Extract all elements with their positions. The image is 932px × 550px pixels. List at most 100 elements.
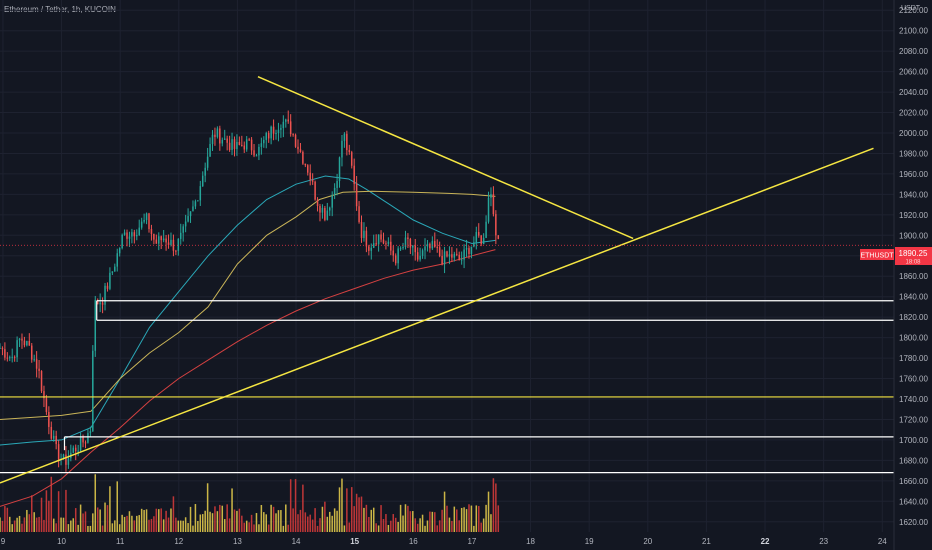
candle-body <box>456 253 458 255</box>
volume-bar <box>9 516 11 532</box>
volume-bar <box>253 524 255 532</box>
volume-bar <box>468 504 470 532</box>
volume-bar <box>57 491 60 532</box>
ema-mid-line <box>0 190 496 420</box>
candle-body <box>192 206 194 212</box>
candle-body <box>272 126 275 134</box>
volume-bar <box>372 507 375 532</box>
volume-bar <box>114 520 116 532</box>
candle-body <box>165 238 167 243</box>
volume-bar <box>79 504 82 532</box>
candle-body <box>480 235 482 245</box>
volume-bar <box>40 497 43 532</box>
candle-body <box>26 340 28 346</box>
candle-body <box>426 243 429 247</box>
candle-body <box>43 391 45 399</box>
volume-bar <box>328 511 331 532</box>
candle-body <box>277 129 280 133</box>
candle-body <box>416 252 419 260</box>
candle-body <box>62 454 65 459</box>
descending-trendline[interactable] <box>257 76 634 240</box>
candle-body <box>50 426 53 439</box>
candle-body <box>372 243 375 248</box>
candle-body <box>121 234 123 249</box>
candle-body <box>468 248 470 255</box>
candle-body <box>219 128 221 144</box>
candle-body <box>341 140 343 158</box>
candle-body <box>431 241 434 249</box>
volume-bar <box>123 516 126 532</box>
volume-bar <box>375 523 377 532</box>
ascending-trendline[interactable] <box>0 147 874 484</box>
candle-body <box>248 139 250 141</box>
candle-body <box>162 238 165 241</box>
volume-bar <box>304 512 307 532</box>
volume-bar <box>165 510 167 532</box>
y-tick-label: 1740.00 <box>899 395 928 404</box>
candle-body <box>490 193 492 198</box>
volume-bar <box>70 520 72 532</box>
volume-bar <box>258 524 260 532</box>
volume-bar <box>241 515 243 532</box>
candle-body <box>77 450 79 452</box>
candle-body <box>33 359 35 361</box>
volume-bar <box>477 506 480 532</box>
volume-bar <box>424 525 426 532</box>
volume-bar <box>145 509 148 532</box>
y-tick-label: 1800.00 <box>899 334 928 343</box>
volume-bar <box>382 519 385 532</box>
volume-bar <box>194 504 197 532</box>
candle-body <box>326 210 329 220</box>
grid <box>0 0 894 532</box>
volume-bar <box>270 504 272 532</box>
candle-body <box>497 235 500 239</box>
volume-bar <box>16 517 18 532</box>
candle-body <box>211 134 214 144</box>
candle-body <box>380 234 382 240</box>
candle-body <box>299 149 302 152</box>
volume-bar <box>331 515 333 532</box>
volume-bar <box>26 509 28 532</box>
candle-body <box>206 156 209 168</box>
y-tick-label: 1960.00 <box>899 170 928 179</box>
candle-body <box>133 232 136 237</box>
time-axis[interactable]: 9 10 11 12 13 14 15 16 17 18 19 20 21 22 23 24 <box>1 537 888 546</box>
volume-bar <box>150 518 153 532</box>
price-axis[interactable]: 1620.00 1640.00 1660.00 1680.00 1700.00 1720.… <box>899 6 928 527</box>
volume-bar <box>1 520 4 532</box>
candle-body <box>458 254 460 261</box>
volume-bar <box>199 514 202 532</box>
volume-bar <box>475 505 478 532</box>
volume-bar <box>436 525 438 532</box>
candle-body <box>158 236 160 244</box>
volume-bar <box>172 496 175 532</box>
volume-bar <box>233 509 236 532</box>
volume-bar <box>21 523 23 532</box>
candle-body <box>270 126 272 139</box>
volume-bar <box>182 520 184 532</box>
volume-bar <box>482 518 485 532</box>
volume-bar <box>158 509 160 532</box>
volume-bar <box>404 504 407 532</box>
volume-bar <box>136 515 138 532</box>
candle-body <box>358 206 360 222</box>
y-tick-label: 1840.00 <box>899 293 928 302</box>
volume-bar <box>341 478 343 532</box>
volume-bar <box>243 522 246 532</box>
y-tick-label: 1780.00 <box>899 354 928 363</box>
volume-bar <box>336 510 338 532</box>
volume-bar <box>390 520 392 532</box>
volume-bar <box>492 478 495 532</box>
candle-body <box>309 172 311 181</box>
volume-bar <box>18 515 21 532</box>
volume-bar <box>333 508 336 532</box>
volume-bar <box>456 509 458 532</box>
candle-body <box>228 142 231 150</box>
candle-body <box>307 165 309 173</box>
candle-body <box>204 167 206 176</box>
volume-bar <box>104 502 106 532</box>
volume-bar <box>231 488 233 532</box>
candle-body <box>87 433 89 443</box>
candle-body <box>434 241 436 247</box>
